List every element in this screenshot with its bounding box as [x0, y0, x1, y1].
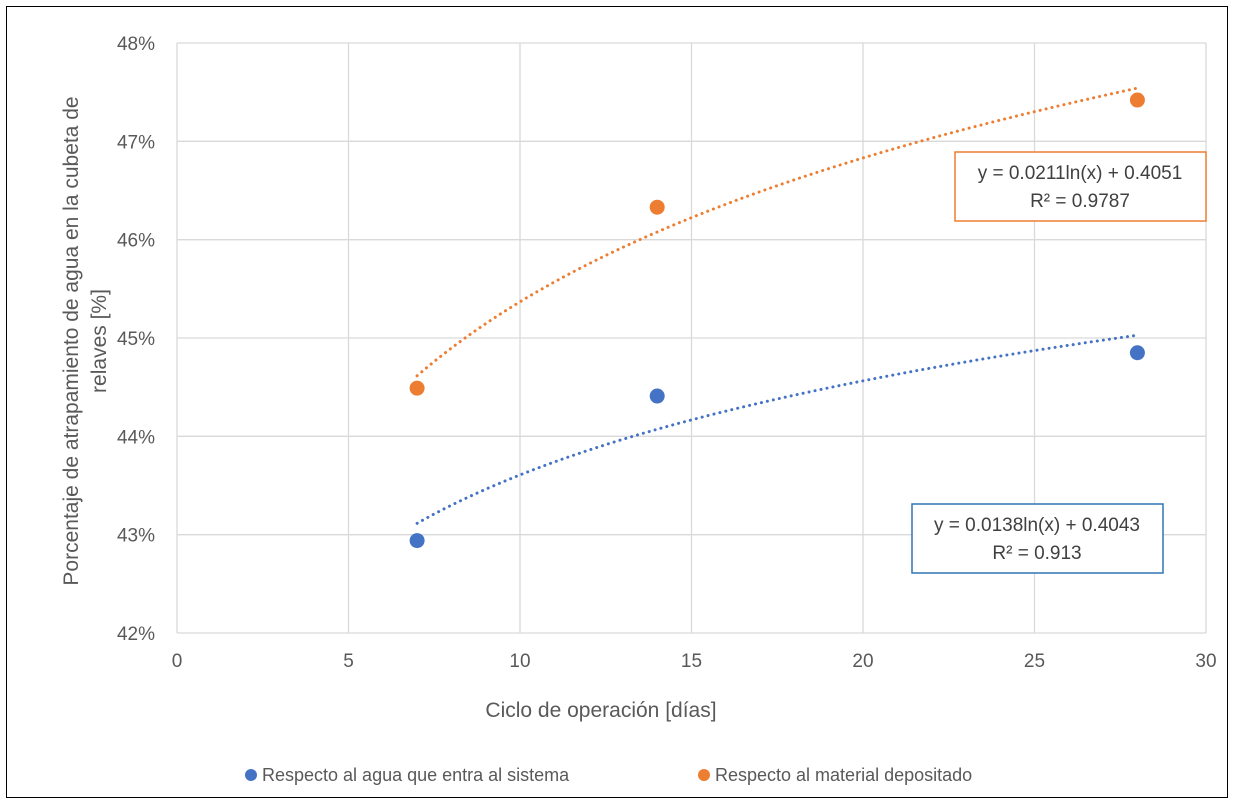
x-tick-label: 10	[509, 651, 530, 672]
legend: Respecto al agua que entra al sistema Re…	[245, 765, 972, 785]
data-point-series-0	[409, 533, 425, 549]
chart: 0 5 10 15 20 25 30 42% 43% 44% 45% 46% 47% 48% Ciclo …	[60, 34, 1217, 785]
x-axis-title: Ciclo de operación [días]	[485, 699, 716, 722]
trendline-label-agua-box	[911, 503, 1164, 574]
y-axis-title-line-1: Porcentaje de atrapamiento de agua en la…	[60, 96, 83, 585]
chart-frame: 0 5 10 15 20 25 30 42% 43% 44% 45% 46% 47% 48% Ciclo …	[6, 6, 1228, 798]
y-tick-label: 47%	[117, 132, 155, 153]
y-tick-label: 42%	[117, 624, 155, 645]
legend-marker-agua	[245, 769, 257, 781]
x-tick-label: 0	[172, 651, 183, 672]
trendline-r2-material: R² = 0.9787	[1030, 191, 1130, 212]
tick-labels: 0 5 10 15 20 25 30 42% 43% 44% 45% 46% 47% 48%	[117, 34, 1217, 672]
legend-label-material: Respecto al material depositado	[715, 765, 972, 785]
y-tick-label: 43%	[117, 526, 155, 547]
y-axis-title: Porcentaje de atrapamiento de agua en la…	[60, 96, 111, 585]
x-tick-label: 20	[852, 651, 873, 672]
y-tick-label: 46%	[117, 231, 155, 252]
grid	[176, 42, 1207, 634]
trendline-label-material-box	[954, 151, 1207, 222]
x-tick-label: 30	[1195, 651, 1216, 672]
legend-label-agua: Respecto al agua que entra al sistema	[262, 765, 570, 785]
y-tick-label: 44%	[117, 427, 155, 448]
y-tick-label: 48%	[117, 34, 155, 55]
x-tick-label: 15	[681, 651, 702, 672]
y-tick-label: 45%	[117, 329, 155, 350]
data-point-series-0	[1129, 345, 1145, 361]
y-axis-title-line-2: relaves [%]	[88, 289, 111, 393]
trendline-r2-agua: R² = 0.913	[992, 543, 1081, 564]
data-point-series-1	[409, 380, 425, 396]
legend-marker-material	[698, 769, 710, 781]
trendlines	[415, 86, 1139, 525]
trendline-label-material: y = 0.0211ln(x) + 0.4051 R² = 0.9787	[954, 151, 1207, 222]
trendline-series-0	[415, 333, 1139, 525]
data-points	[409, 92, 1145, 549]
trendline-equation-material: y = 0.0211ln(x) + 0.4051	[978, 163, 1183, 184]
x-tick-label: 25	[1024, 651, 1045, 672]
trendline-series-1	[415, 86, 1139, 378]
trendline-equation-agua: y = 0.0138ln(x) + 0.4043	[934, 515, 1140, 536]
x-tick-label: 5	[343, 651, 354, 672]
data-point-series-0	[649, 388, 665, 404]
data-point-series-1	[649, 199, 665, 215]
data-point-series-1	[1129, 92, 1145, 108]
trendline-label-agua: y = 0.0138ln(x) + 0.4043 R² = 0.913	[911, 503, 1164, 574]
